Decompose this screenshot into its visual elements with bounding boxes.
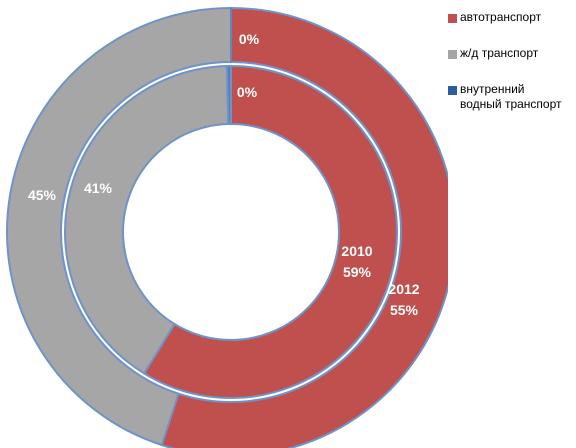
slice-2010-water xyxy=(225,64,232,126)
data-label-2010-auto: 2010 59% xyxy=(341,243,372,280)
data-label-2010-rail: 41% xyxy=(84,180,113,196)
legend-item-water: внутренний водный транспорт xyxy=(448,82,576,112)
slice-2010-auto xyxy=(142,64,398,399)
legend-item-rail: ж/д транспорт xyxy=(448,46,576,61)
data-label-2012-rail: 45% xyxy=(28,187,57,203)
slice-2012-rail xyxy=(6,6,232,447)
slice-2012-water xyxy=(230,7,232,63)
legend-item-auto: автотранспорт xyxy=(448,10,576,25)
slice-2010-rail xyxy=(64,65,230,375)
data-label-2012-water: 0% xyxy=(239,31,260,47)
slice-2012-auto xyxy=(160,6,448,448)
legend-swatch-rail xyxy=(448,50,457,59)
legend-label-rail: ж/д транспорт xyxy=(460,46,539,60)
data-label-2012-auto: 2012 55% xyxy=(388,281,419,318)
legend-swatch-water xyxy=(448,86,457,95)
data-label-2010-water: 0% xyxy=(237,84,258,100)
legend-swatch-auto xyxy=(448,14,457,23)
doughnut-chart: 2012 55% 45% 0% 2010 59% 41% 0% xyxy=(6,6,448,448)
legend-label-auto: автотранспорт xyxy=(460,10,542,24)
legend-label-water: внутренний водный транспорт xyxy=(460,82,562,111)
chart-legend: автотранспорт ж/д транспорт внутренний в… xyxy=(448,10,576,133)
